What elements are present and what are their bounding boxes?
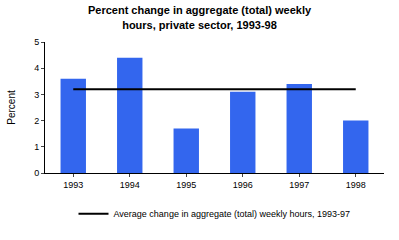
svg-text:1997: 1997 bbox=[289, 180, 309, 190]
svg-text:5: 5 bbox=[34, 37, 39, 47]
svg-text:Percent: Percent bbox=[6, 90, 17, 125]
svg-text:1993: 1993 bbox=[63, 180, 83, 190]
svg-text:3: 3 bbox=[34, 90, 39, 100]
svg-text:1994: 1994 bbox=[120, 180, 140, 190]
svg-text:Percent change in aggregate (t: Percent change in aggregate (total) week… bbox=[88, 4, 312, 30]
svg-text:0: 0 bbox=[34, 168, 39, 178]
svg-text:1995: 1995 bbox=[176, 180, 196, 190]
svg-text:1996: 1996 bbox=[233, 180, 253, 190]
svg-text:4: 4 bbox=[34, 63, 39, 73]
svg-text:1998: 1998 bbox=[346, 180, 366, 190]
svg-text:1: 1 bbox=[34, 142, 39, 152]
svg-text:Average change in aggregate (t: Average change in aggregate (total) week… bbox=[114, 209, 351, 219]
svg-text:2: 2 bbox=[34, 116, 39, 126]
